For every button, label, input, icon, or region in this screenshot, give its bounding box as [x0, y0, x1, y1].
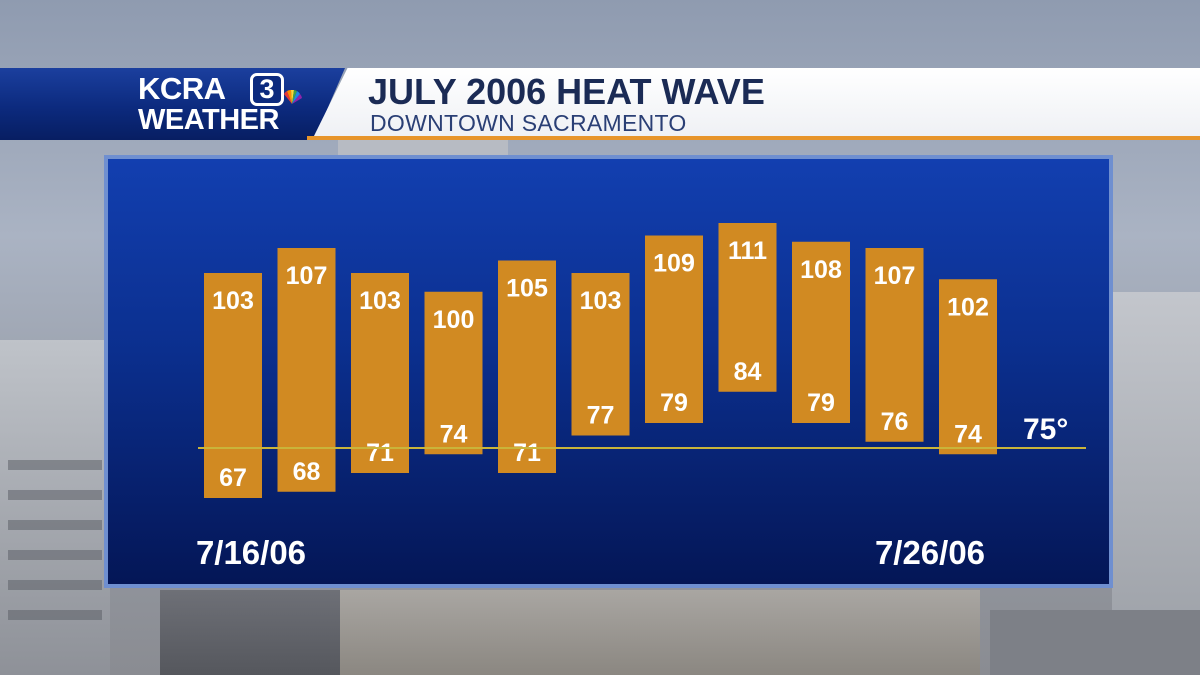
bar-high-label: 109 [653, 250, 695, 278]
background-building-bottom-right [990, 610, 1200, 675]
header-bar: KCRA 3 WEATHER JULY 2006 HEAT WAVE DOWNT… [0, 68, 1200, 140]
bar-high-label: 108 [800, 256, 842, 284]
bar-low-label: 67 [219, 464, 247, 492]
bar-low-label: 71 [366, 439, 394, 467]
bar-high-label: 100 [433, 306, 475, 334]
bar-high-label: 107 [874, 262, 916, 290]
background-street [160, 590, 340, 675]
accent-stripe [307, 136, 1200, 140]
range-bar [571, 273, 630, 436]
title-panel [312, 68, 1200, 140]
bar-low-label: 79 [660, 389, 688, 417]
page-subtitle: DOWNTOWN SACRAMENTO [370, 110, 687, 136]
range-bar [865, 248, 924, 442]
bar-low-label: 76 [881, 408, 909, 436]
logo-weather-label: WEATHER [138, 104, 279, 136]
bar-low-label: 84 [734, 358, 762, 386]
logo-channel-number: 3 [250, 73, 284, 106]
range-bar [498, 260, 556, 473]
range-bar [424, 291, 483, 455]
peacock-icon [284, 90, 302, 104]
range-bar [351, 273, 409, 473]
range-bar [939, 279, 997, 455]
bar-high-label: 105 [506, 275, 548, 303]
station-logo-panel: KCRA 3 WEATHER [0, 68, 345, 140]
bar-low-label: 79 [807, 389, 835, 417]
reference-line-label: 75° [1023, 413, 1068, 446]
page-title: JULY 2006 HEAT WAVE [368, 71, 765, 112]
background-building-left [0, 340, 110, 675]
bar-low-label: 74 [954, 420, 982, 448]
background-rooftop [338, 140, 508, 158]
range-bar [204, 273, 262, 498]
bar-high-label: 103 [359, 287, 401, 315]
bar-low-label: 77 [587, 402, 615, 430]
x-axis-label-start: 7/16/06 [196, 534, 306, 571]
heat-wave-chart: 103 67 107 68 103 71 100 74 105 71 103 77 109 79 111 84… [196, 223, 1086, 571]
bar-low-label: 74 [440, 420, 468, 448]
bar-high-label: 111 [728, 237, 767, 265]
bar-high-label: 103 [580, 287, 622, 315]
range-bar [277, 248, 336, 492]
bar-low-label: 71 [513, 439, 541, 467]
range-bar [792, 241, 850, 423]
range-bar [645, 235, 703, 423]
bar-low-label: 68 [293, 458, 321, 486]
bar-high-label: 102 [947, 293, 989, 321]
range-bar [718, 223, 777, 392]
bar-high-label: 103 [212, 287, 254, 315]
x-axis-label-end: 7/26/06 [875, 534, 985, 571]
background-building-bottom [340, 590, 980, 675]
logo-call-letters: KCRA [138, 71, 226, 106]
chart-panel: 103 67 107 68 103 71 100 74 105 71 103 77 109 79 111 84… [104, 155, 1113, 588]
bar-high-label: 107 [286, 262, 328, 290]
